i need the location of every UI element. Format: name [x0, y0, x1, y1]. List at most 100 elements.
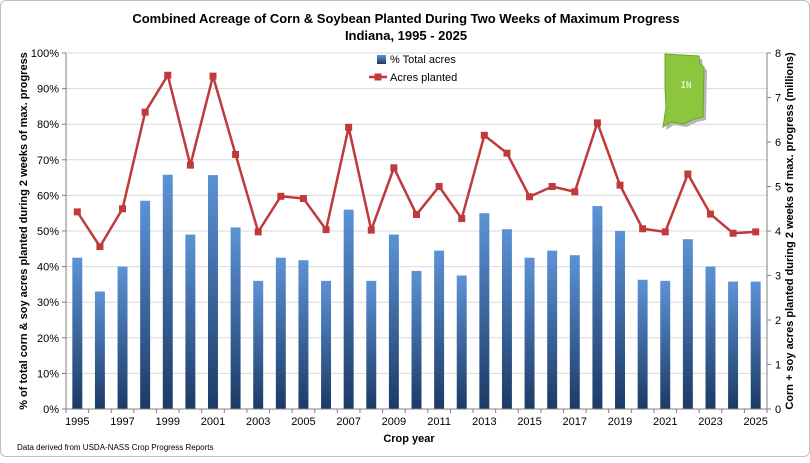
y-right-tick-label: 3 [775, 271, 781, 283]
legend-label-bars: % Total acres [390, 54, 456, 66]
bar [615, 231, 625, 409]
line-point [367, 226, 375, 234]
y-left-tick-label: 50% [37, 226, 59, 238]
bar [343, 209, 354, 409]
line-point [345, 123, 353, 131]
y-right-tick-label: 4 [775, 226, 781, 238]
bar [162, 174, 173, 409]
bar [117, 266, 128, 409]
y-left-tick-label: 40% [37, 262, 59, 274]
bar [185, 234, 196, 409]
line-point [752, 228, 760, 236]
y-right-tick-label: 1 [775, 360, 781, 372]
bar [524, 257, 535, 409]
line-point [322, 226, 330, 234]
line-point [390, 164, 398, 172]
y-right-tick-label: 8 [775, 48, 781, 60]
y-left-tick-label: 0% [43, 404, 59, 416]
x-tick-label: 2009 [382, 416, 406, 428]
bar [501, 229, 512, 409]
x-tick-label: 2001 [201, 416, 225, 428]
y-right-axis-title: Corn + soy acres planted during 2 weeks … [784, 52, 796, 410]
source-note: Data derived from USDA-NASS Crop Progres… [17, 443, 214, 452]
y-left-tick-label: 70% [37, 155, 59, 167]
line-point [232, 150, 240, 158]
grid-lines [66, 52, 767, 410]
line-point [639, 225, 647, 233]
bar [569, 255, 580, 409]
line-point [503, 149, 511, 157]
bar [411, 270, 422, 409]
bar [479, 213, 490, 409]
y-left-tick-label: 10% [37, 368, 59, 380]
axes: 0% 10% 20% 30% 40% 50% 60% 70% 80% 90% 100% 0 1 2 3 4 5 6… [31, 48, 781, 428]
line-point [593, 119, 601, 127]
y-right-tick-label: 0 [775, 404, 781, 416]
legend-swatch-bars [377, 55, 386, 64]
bar [592, 206, 603, 409]
x-tick-label: 2013 [472, 416, 496, 428]
x-tick-label: 1995 [65, 416, 89, 428]
line-point [141, 108, 149, 116]
bar [94, 291, 105, 409]
line-point [729, 229, 737, 237]
y-left-axis-title: % of total corn & soy acres planted duri… [18, 52, 30, 410]
line-point [299, 195, 307, 203]
state-badge-label: IN [681, 81, 692, 91]
bar-series [72, 174, 761, 409]
bar [140, 200, 151, 409]
x-axis-title: Crop year [383, 433, 435, 445]
line-point [480, 131, 488, 139]
y-right-tick-label: 6 [775, 137, 781, 149]
legend-label-line: Acres planted [390, 72, 457, 84]
bar [321, 280, 332, 409]
y-left-tick-label: 30% [37, 297, 59, 309]
x-tick-label: 1999 [156, 416, 180, 428]
bar [728, 281, 739, 409]
x-tick-label: 2007 [336, 416, 360, 428]
line-point [435, 183, 443, 190]
y-left-tick-label: 60% [37, 190, 59, 202]
line-point [526, 193, 534, 201]
legend-marker-sample [374, 73, 382, 81]
line-point [164, 71, 172, 79]
acres-line [76, 74, 756, 248]
line-point [186, 161, 194, 169]
line-point [96, 243, 104, 251]
x-tick-label: 2021 [653, 416, 677, 428]
line-point [548, 183, 556, 190]
indiana-map-badge: IN [662, 53, 707, 130]
x-tick-label: 2017 [563, 416, 587, 428]
bar [750, 281, 761, 409]
bar [456, 275, 467, 409]
x-tick-label: 2003 [246, 416, 270, 428]
bar [547, 250, 558, 409]
bar [72, 257, 83, 409]
bar [275, 257, 286, 409]
line-point [571, 188, 579, 196]
line-point [277, 192, 285, 200]
x-tick-label: 2005 [291, 416, 315, 428]
x-tick-label: 2015 [517, 416, 541, 428]
bar [230, 227, 241, 409]
line-point [254, 228, 262, 236]
line-point [616, 181, 624, 189]
chart-subtitle: Indiana, 1995 - 2025 [345, 28, 467, 43]
indiana-shape-icon [662, 53, 705, 128]
line-point [706, 210, 714, 218]
bar [388, 234, 399, 409]
line-point [73, 208, 81, 216]
y-left-tick-label: 100% [31, 48, 59, 60]
y-left-tick-label: 80% [37, 119, 59, 131]
line-point [209, 72, 217, 80]
y-right-tick-label: 5 [775, 182, 781, 194]
x-tick-label: 2025 [743, 416, 767, 428]
x-tick-label: 2019 [608, 416, 632, 428]
x-tick-label: 2011 [427, 416, 451, 428]
y-right-tick-label: 7 [775, 93, 781, 105]
chart-title: Combined Acreage of Corn & Soybean Plant… [132, 11, 679, 26]
y-left-tick-label: 90% [37, 84, 59, 96]
y-left-tick-label: 20% [37, 333, 59, 345]
